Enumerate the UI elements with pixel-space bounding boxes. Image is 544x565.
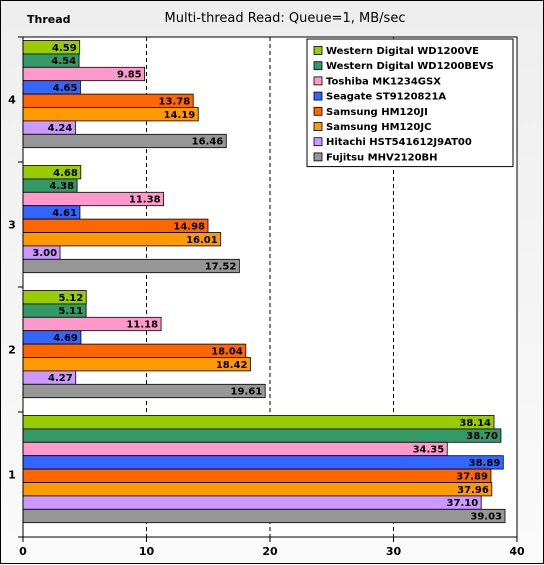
bar-value-label: 14.98 <box>173 221 205 232</box>
bar-value-label: 16.01 <box>186 235 218 246</box>
bar <box>22 428 502 443</box>
x-tick-label: 10 <box>139 545 155 558</box>
x-tick-label: 30 <box>386 545 402 558</box>
bar-value-label: 34.35 <box>413 445 445 456</box>
bar-value-label: 19.61 <box>231 387 263 398</box>
bar-value-label: 37.10 <box>447 498 479 509</box>
bar <box>22 383 266 399</box>
bar-value-label: 18.04 <box>211 346 243 357</box>
legend-label: Western Digital WD1200VE <box>326 46 479 57</box>
bar-value-label: 16.46 <box>192 137 224 148</box>
bar-value-label: 13.78 <box>159 96 191 107</box>
chart-title: Multi-thread Read: Queue=1, MB/sec <box>165 11 406 26</box>
bar-value-label: 18.42 <box>216 360 248 371</box>
bar-value-label: 11.18 <box>126 320 158 331</box>
category-label: 4 <box>8 94 16 107</box>
legend-label: Western Digital WD1200BEVS <box>326 61 494 72</box>
x-tick-label: 40 <box>509 545 525 558</box>
category-label: 3 <box>8 219 16 232</box>
bar-value-label: 4.54 <box>51 56 76 67</box>
bar-value-label: 5.11 <box>58 306 83 317</box>
bar-value-label: 4.27 <box>48 373 73 384</box>
bar <box>22 441 448 457</box>
bar-value-label: 37.89 <box>456 471 488 482</box>
legend-label: Seagate ST9120821A <box>326 92 446 103</box>
bar-value-label: 4.68 <box>53 168 78 179</box>
bar <box>22 508 506 524</box>
legend-swatch <box>313 46 323 55</box>
bar-value-label: 4.65 <box>53 83 78 94</box>
legend-swatch <box>313 137 323 147</box>
bar <box>22 495 482 510</box>
bar-value-label: 38.89 <box>469 458 501 469</box>
bar-value-label: 37.96 <box>457 485 489 496</box>
bar-value-label: 11.38 <box>129 195 161 206</box>
bar-value-label: 3.00 <box>32 248 57 259</box>
bar <box>22 468 492 483</box>
x-tick-label: 20 <box>262 545 278 558</box>
bar-value-label: 4.69 <box>53 333 78 344</box>
bar <box>22 415 495 430</box>
legend-label: Samsung HM120JC <box>326 122 431 133</box>
category-label: 2 <box>8 344 16 357</box>
bar-value-label: 5.12 <box>59 293 84 304</box>
y-axis-label: Thread <box>27 13 71 26</box>
legend: Western Digital WD1200VE Western Digital … <box>306 38 514 168</box>
legend-swatch <box>313 122 323 131</box>
legend-swatch <box>313 152 323 162</box>
legend-swatch <box>313 61 323 71</box>
bar-value-label: 4.61 <box>52 208 77 219</box>
bar-value-label: 9.85 <box>117 70 142 81</box>
legend-label: Samsung HM120JI <box>326 107 428 118</box>
bar-value-label: 4.59 <box>52 43 77 54</box>
legend-label: Fujitsu MHV2120BH <box>326 152 438 163</box>
legend-label: Toshiba MK1234GSX <box>326 76 441 87</box>
bar-value-label: 4.24 <box>48 123 73 134</box>
legend-label: Hitachi HST541612J9AT00 <box>326 137 472 148</box>
category-label: 1 <box>8 469 16 482</box>
legend-box <box>306 38 514 168</box>
legend-swatch <box>313 91 323 101</box>
bar-value-label: 17.52 <box>205 262 237 273</box>
bar <box>22 482 493 497</box>
bar-value-label: 14.19 <box>164 110 196 121</box>
bar-value-label: 4.38 <box>49 181 74 192</box>
bar-value-label: 38.70 <box>466 431 498 442</box>
legend-swatch <box>313 76 323 86</box>
bar-value-label: 39.03 <box>470 512 502 523</box>
legend-swatch <box>313 106 323 116</box>
x-tick-label: 0 <box>19 545 27 558</box>
bar-value-label: 38.14 <box>459 418 491 429</box>
bar <box>22 455 504 470</box>
